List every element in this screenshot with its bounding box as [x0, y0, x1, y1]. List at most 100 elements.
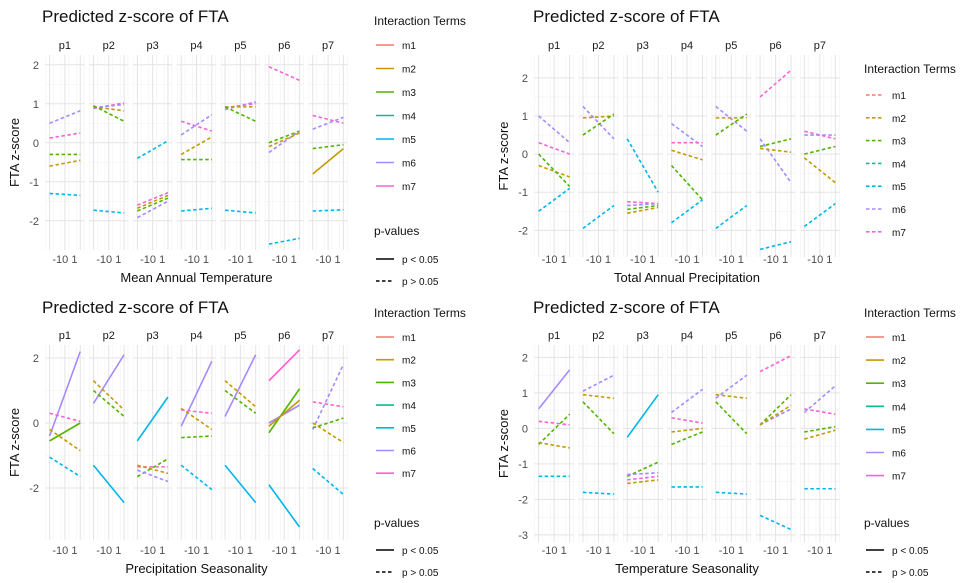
- legend-label-m7: m7: [892, 472, 906, 483]
- p-value-label-solid: p < 0.05: [892, 546, 929, 557]
- series-line-m6-p1: [538, 369, 571, 410]
- facet-strip-label: p5: [725, 40, 737, 52]
- x-tick-label: 0: [729, 254, 735, 266]
- x-tick-labels: -10 1: [719, 545, 744, 557]
- y-tick-label: -2: [518, 494, 528, 506]
- series-line-m3-p1: [538, 413, 571, 445]
- x-tick-labels: -10 1: [542, 254, 567, 266]
- series-line-m7-p4: [181, 409, 212, 415]
- x-tick-label: -1: [719, 545, 729, 557]
- series-line-m6-p5: [715, 374, 748, 399]
- y-tick-label: 2: [33, 353, 39, 365]
- series-line-m2-p4: [671, 149, 703, 161]
- x-tick-label: 1: [782, 545, 788, 557]
- legend-interaction-terms: Interaction Terms m1 m2 m3 m4 m5 m6 m7: [374, 306, 466, 480]
- series-line-m3-p1: [538, 153, 571, 188]
- legend-p-values: p-values p < 0.05 p > 0.05: [864, 516, 929, 579]
- facet-strip-label: p3: [637, 330, 649, 342]
- x-tick-label: -1: [630, 545, 640, 557]
- series-line-m5-p6: [759, 240, 792, 251]
- y-axis-label: FTA z-score: [7, 118, 22, 187]
- series-line-m2-p7: [312, 422, 344, 444]
- legend-label-m1: m1: [402, 333, 416, 344]
- x-tick-labels: -10 1: [542, 545, 567, 557]
- y-tick-label: -2: [518, 225, 528, 237]
- series-line-m6-p3: [137, 469, 169, 483]
- series-line-m6-p5: [224, 101, 256, 111]
- facet-panel-p5: p5 -10 1: [711, 330, 752, 557]
- x-tick-label: 1: [291, 545, 297, 557]
- y-tick-label: 0: [522, 149, 528, 161]
- x-tick-label: 1: [247, 545, 253, 557]
- series-line-m6-p7: [803, 385, 836, 414]
- series-line-m6-p1: [538, 115, 571, 144]
- series-line-m5-p7: [312, 467, 344, 496]
- chart-title: Predicted z-score of FTA: [42, 7, 229, 26]
- x-tick-label: 1: [738, 254, 744, 266]
- x-tick-labels: -10 1: [228, 254, 253, 266]
- facet-panel-p6: p6 -10 1: [264, 330, 305, 557]
- x-tick-label: -1: [586, 254, 596, 266]
- series-line-m2-p6: [759, 147, 792, 153]
- x-tick-label: -1: [228, 254, 238, 266]
- series-line-m7-p4: [671, 416, 703, 424]
- x-tick-label: -1: [272, 545, 282, 557]
- series-line-m3-p7: [312, 417, 344, 429]
- series-line-m7-p6: [759, 69, 792, 98]
- facet-panel-p4: p4 -10 1: [176, 40, 217, 266]
- legend-p-values: p-values p < 0.05 p > 0.05: [374, 224, 439, 288]
- facet-panel-p7: p7 -10 1: [799, 40, 840, 266]
- facet-panel-p4: p4 -10 1: [666, 40, 708, 266]
- x-tick-label: -1: [184, 254, 194, 266]
- legend-interaction-terms: Interaction Terms m1 m2 m3 m4 m5 m6 m7: [864, 306, 956, 483]
- x-tick-label: -1: [228, 545, 238, 557]
- x-tick-label: 1: [334, 254, 340, 266]
- y-tick-label: -2: [29, 483, 39, 495]
- facet-strip-label: p2: [592, 40, 604, 52]
- facet-strip-label: p3: [147, 330, 159, 342]
- x-tick-label: 1: [71, 254, 77, 266]
- x-tick-labels: -10 1: [807, 254, 832, 266]
- x-tick-label: -1: [807, 545, 817, 557]
- facet-strip-label: p3: [637, 40, 649, 52]
- facet-panel-p7: p7 -10 1: [308, 330, 348, 557]
- series-line-m7-p7: [312, 401, 344, 408]
- x-tick-labels: -10 1: [52, 545, 77, 557]
- series-line-m2-p4: [180, 407, 213, 431]
- x-tick-label: -1: [272, 254, 282, 266]
- facet-panel-p2: p2 -10 1: [88, 330, 129, 557]
- series-line-m2-p7: [804, 429, 836, 440]
- x-tick-label: 0: [640, 545, 646, 557]
- x-tick-labels: -10 1: [52, 254, 77, 266]
- facet-panel-p1: p1 -10 1: [45, 330, 85, 557]
- y-tick-label: 2: [522, 352, 528, 364]
- x-tick-labels: -10 1: [719, 254, 744, 266]
- series-line-m2-p2: [582, 115, 614, 119]
- series-line-m3-p5: [715, 401, 748, 435]
- p-value-label-dashed: p > 0.05: [892, 568, 929, 579]
- x-tick-label: -1: [184, 545, 194, 557]
- legend-label-m4: m4: [402, 401, 416, 412]
- series-line-m2-p2: [92, 380, 125, 411]
- series-line-m2-p4: [671, 427, 703, 433]
- legend-label-m7: m7: [402, 182, 416, 193]
- y-tick-label: -1: [518, 187, 528, 199]
- series-line-m6-p1: [48, 351, 82, 437]
- series-line-m2-p5: [224, 380, 257, 408]
- facet-panel-p2: p2 -10 1: [578, 40, 619, 266]
- legend-label-m1: m1: [402, 41, 416, 52]
- facet-strip-label: p4: [681, 40, 693, 52]
- series-line-m5-p2: [92, 464, 125, 504]
- series-line-m3-p5: [715, 113, 748, 136]
- facet-strip-label: p5: [725, 330, 737, 342]
- series-line-m3-p6: [759, 138, 792, 148]
- series-line-m6-p5: [715, 105, 748, 132]
- facet-strip-label: p5: [234, 40, 246, 52]
- x-tick-label: -1: [140, 254, 150, 266]
- facet-panel-p7: p7 -10 1: [799, 330, 840, 557]
- y-axis-label: FTA z-score: [496, 121, 511, 190]
- x-tick-label: 1: [291, 254, 297, 266]
